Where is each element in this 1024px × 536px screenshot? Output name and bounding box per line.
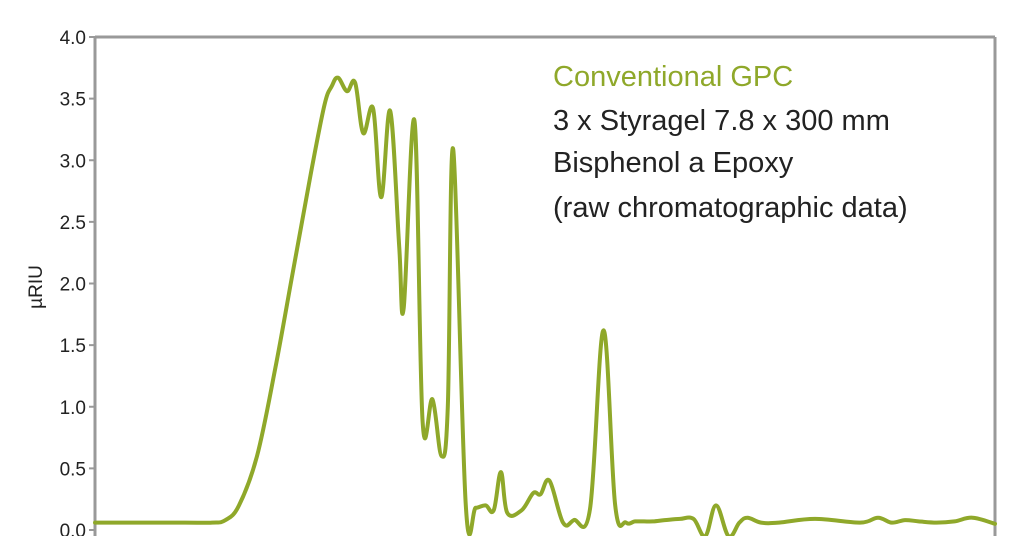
annotation-line-2: 3 x Styragel 7.8 x 300 mm <box>553 105 890 137</box>
y-tick-label: 3.0 <box>60 151 86 172</box>
y-tick-label: 4.0 <box>60 28 86 49</box>
series-line <box>93 75 997 536</box>
y-tick-label: 0.5 <box>60 459 86 480</box>
y-tick-label: 2.0 <box>60 275 86 296</box>
annotation-line-1: Conventional GPC <box>553 61 793 93</box>
y-axis-title: µRIU <box>26 265 47 309</box>
series-layer <box>93 75 997 536</box>
annotation-line-3: Bisphenol a Epoxy <box>553 147 794 179</box>
plot-frame <box>93 35 997 536</box>
y-tick-label: 3.5 <box>60 90 86 111</box>
y-tick-label: 1.5 <box>60 336 86 357</box>
y-tick-label: 1.0 <box>60 398 86 419</box>
y-axis-ticks: 0.0 0.5 1.0 1.5 2.0 2.5 3.0 3.5 4.0 <box>60 28 95 536</box>
y-tick-label: 0.0 <box>60 521 86 536</box>
y-tick-label: 2.5 <box>60 213 86 234</box>
annotation-box: Conventional GPC 3 x Styragel 7.8 x 300 … <box>553 61 908 224</box>
annotation-line-4: (raw chromatographic data) <box>553 192 908 224</box>
